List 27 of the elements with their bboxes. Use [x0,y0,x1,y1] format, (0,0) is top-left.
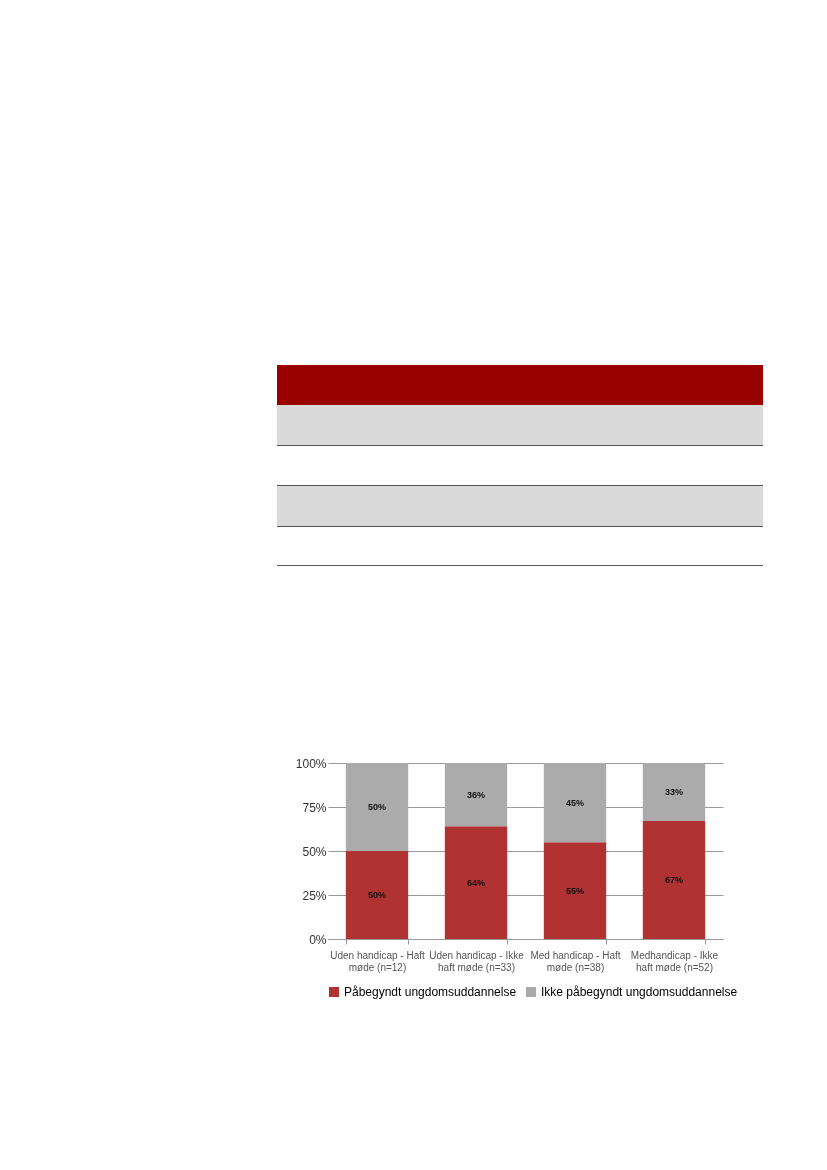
y-tick-label: 25% [302,888,327,903]
y-tick-label: 100% [295,756,327,771]
data-label: 55% [565,885,585,896]
bar [543,842,607,939]
x-tick-label: Medhandicap - Ikke haft møde (n=52) [630,949,719,973]
y-tick-label: 75% [302,800,327,815]
data-label: 50% [368,890,387,900]
data-label: 33% [664,787,683,798]
data-label: 64% [466,877,486,888]
bar [642,763,706,822]
x-tick-label: Uden handicap - Ikke haft møde (n=33) [429,949,525,973]
data-label: 50% [368,802,387,812]
bar [444,763,508,827]
bar [444,826,508,939]
legend-label: Påbegyndt ungdomsuddannelse [344,985,517,999]
legend-label: Ikke påbegyndt ungdomsuddannelse [541,985,738,999]
data-label: 67% [664,875,683,886]
data-label: 45% [565,797,585,808]
bar [543,763,607,843]
bar [345,851,409,939]
data-label: 36% [466,789,486,800]
x-tick-label: Uden handicap - Haft møde (n=12) [330,949,425,973]
bar [642,821,706,939]
bar [345,763,409,851]
x-tick-label: Med handicap - Haft møde (n=38) [530,949,621,973]
y-tick-label: 0% [309,932,327,947]
y-tick-label: 50% [302,844,327,859]
